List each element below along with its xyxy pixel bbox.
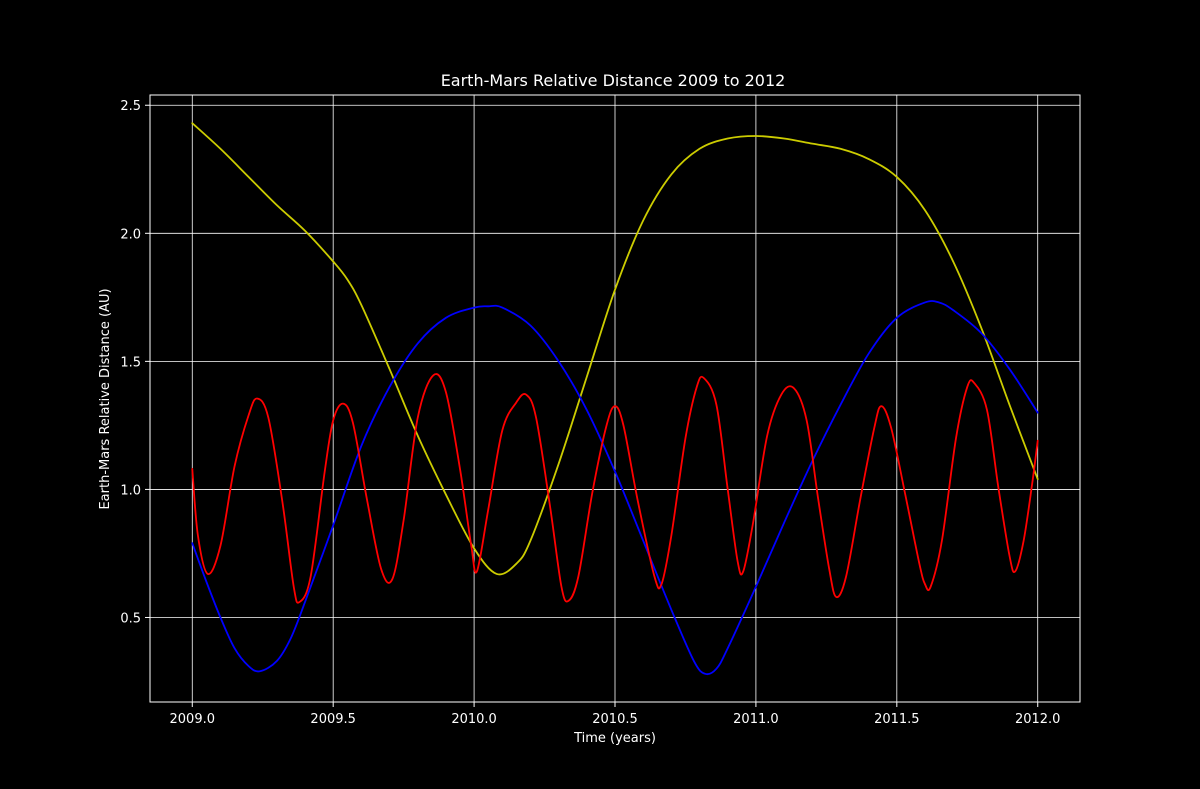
y-tick-label: 1.5 bbox=[120, 355, 141, 370]
y-tick-label: 2.0 bbox=[120, 227, 141, 242]
series-line-blue bbox=[191, 300, 1039, 676]
series-line-yellow bbox=[191, 122, 1039, 576]
series-line-red bbox=[191, 373, 1039, 604]
x-tick-label: 2009.0 bbox=[170, 712, 216, 727]
y-tick-label: 2.5 bbox=[120, 99, 141, 114]
ticks: 2009.0 2009.5 2010.0 2010.5 2011.0 2011.5 2012… bbox=[120, 99, 1060, 727]
chart-title: Earth-Mars Relative Distance 2009 to 201… bbox=[441, 71, 786, 90]
y-axis-label: Earth-Mars Relative Distance (AU) bbox=[98, 288, 113, 509]
x-tick-label: 2010.5 bbox=[592, 712, 638, 727]
grid bbox=[150, 95, 1080, 702]
x-tick-label: 2011.0 bbox=[733, 712, 779, 727]
x-tick-label: 2009.5 bbox=[310, 712, 356, 727]
x-axis-label: Time (years) bbox=[573, 731, 656, 746]
series-group bbox=[191, 122, 1039, 676]
y-tick-label: 0.5 bbox=[120, 611, 141, 626]
x-tick-label: 2010.0 bbox=[451, 712, 497, 727]
y-tick-label: 1.0 bbox=[120, 483, 141, 498]
x-tick-label: 2011.5 bbox=[874, 712, 920, 727]
x-tick-label: 2012.0 bbox=[1015, 712, 1061, 727]
